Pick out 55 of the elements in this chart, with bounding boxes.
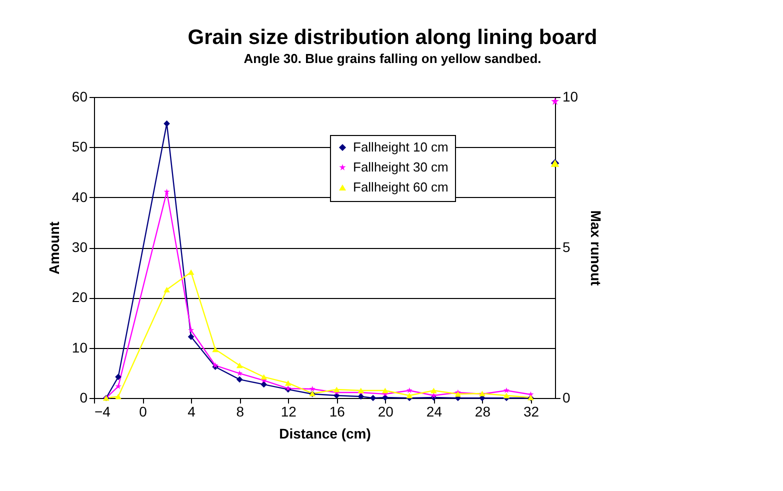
- point: [115, 383, 122, 390]
- point: [260, 381, 268, 388]
- point: [382, 388, 388, 394]
- x-tick-label: 12: [280, 404, 297, 420]
- x-tick-label: 20: [378, 404, 394, 420]
- point: [212, 362, 218, 368]
- x-tick-label: 28: [474, 404, 491, 420]
- point: [212, 346, 218, 352]
- point: [188, 269, 194, 275]
- point: [236, 362, 243, 368]
- y-axis-title: Amount: [46, 221, 62, 274]
- x-tick-label: 16: [329, 404, 346, 420]
- y2-tick-label: 0: [562, 390, 570, 406]
- point: [406, 387, 412, 394]
- point: [358, 393, 364, 400]
- x-tick-label: −4: [94, 404, 111, 420]
- x-tick-label: 8: [236, 404, 244, 420]
- y-tick-label: 0: [80, 390, 88, 406]
- legend-label: Fallheight 60 cm: [353, 180, 448, 194]
- y2-tick-label: 10: [562, 88, 578, 104]
- y-tick-label: 30: [72, 239, 88, 255]
- point: [115, 394, 122, 400]
- y-tick-label: 50: [72, 138, 88, 155]
- point: [164, 286, 170, 292]
- y2-axis-title: Max runout: [588, 210, 604, 286]
- legend-label: Fallheight 10 cm: [353, 140, 448, 154]
- chart-title: Grain size distribution along lining board: [188, 26, 598, 49]
- point: [164, 188, 170, 194]
- point: [164, 120, 170, 127]
- x-axis-title: Distance (cm): [279, 426, 371, 442]
- x-tick-label: 4: [188, 404, 196, 420]
- y2-tick-label: 5: [562, 239, 570, 255]
- y-tick-label: 40: [72, 188, 88, 205]
- point: [503, 387, 510, 394]
- point: [188, 334, 194, 340]
- y-tick-label: 60: [72, 88, 88, 104]
- chart-subtitle: Angle 30. Blue grains falling on yellow sandbed.: [244, 51, 542, 66]
- point: [260, 374, 268, 380]
- y-tick-label: 20: [72, 289, 88, 306]
- point: [503, 392, 510, 398]
- point: [430, 388, 437, 394]
- point: [236, 376, 243, 383]
- point: [333, 386, 340, 392]
- x-tick-label: 24: [426, 404, 442, 420]
- point: [115, 374, 122, 380]
- point: [188, 327, 194, 333]
- point: [284, 380, 292, 386]
- legend-label: Fallheight 30 cm: [353, 160, 448, 174]
- y-tick-label: 10: [72, 339, 88, 356]
- point: [528, 391, 534, 398]
- point: [406, 392, 413, 398]
- point: [309, 386, 316, 392]
- point: [370, 394, 376, 402]
- x-tick-label: 0: [139, 404, 148, 420]
- x-tick-label: 32: [523, 404, 540, 420]
